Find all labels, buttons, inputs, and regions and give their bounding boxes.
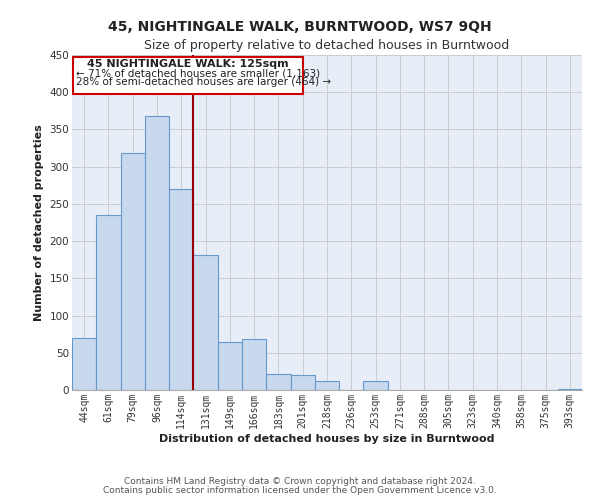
Bar [364,381,388,390]
Bar [169,189,193,390]
Bar [145,116,169,390]
X-axis label: Distribution of detached houses by size in Burntwood: Distribution of detached houses by size … [159,434,495,444]
Bar [218,342,242,390]
Bar [558,388,582,390]
Text: Contains HM Land Registry data © Crown copyright and database right 2024.: Contains HM Land Registry data © Crown c… [124,477,476,486]
Bar [266,374,290,390]
Title: Size of property relative to detached houses in Burntwood: Size of property relative to detached ho… [145,40,509,52]
Y-axis label: Number of detached properties: Number of detached properties [34,124,44,321]
Bar [290,375,315,390]
Bar [73,57,303,94]
Text: Contains public sector information licensed under the Open Government Licence v3: Contains public sector information licen… [103,486,497,495]
Bar [242,340,266,390]
Text: 45 NIGHTINGALE WALK: 125sqm: 45 NIGHTINGALE WALK: 125sqm [87,60,289,70]
Bar [96,215,121,390]
Text: ← 71% of detached houses are smaller (1,163): ← 71% of detached houses are smaller (1,… [76,68,320,78]
Bar [315,381,339,390]
Text: 45, NIGHTINGALE WALK, BURNTWOOD, WS7 9QH: 45, NIGHTINGALE WALK, BURNTWOOD, WS7 9QH [108,20,492,34]
Bar [72,338,96,390]
Bar [193,254,218,390]
Text: 28% of semi-detached houses are larger (464) →: 28% of semi-detached houses are larger (… [76,78,331,88]
Bar [121,154,145,390]
